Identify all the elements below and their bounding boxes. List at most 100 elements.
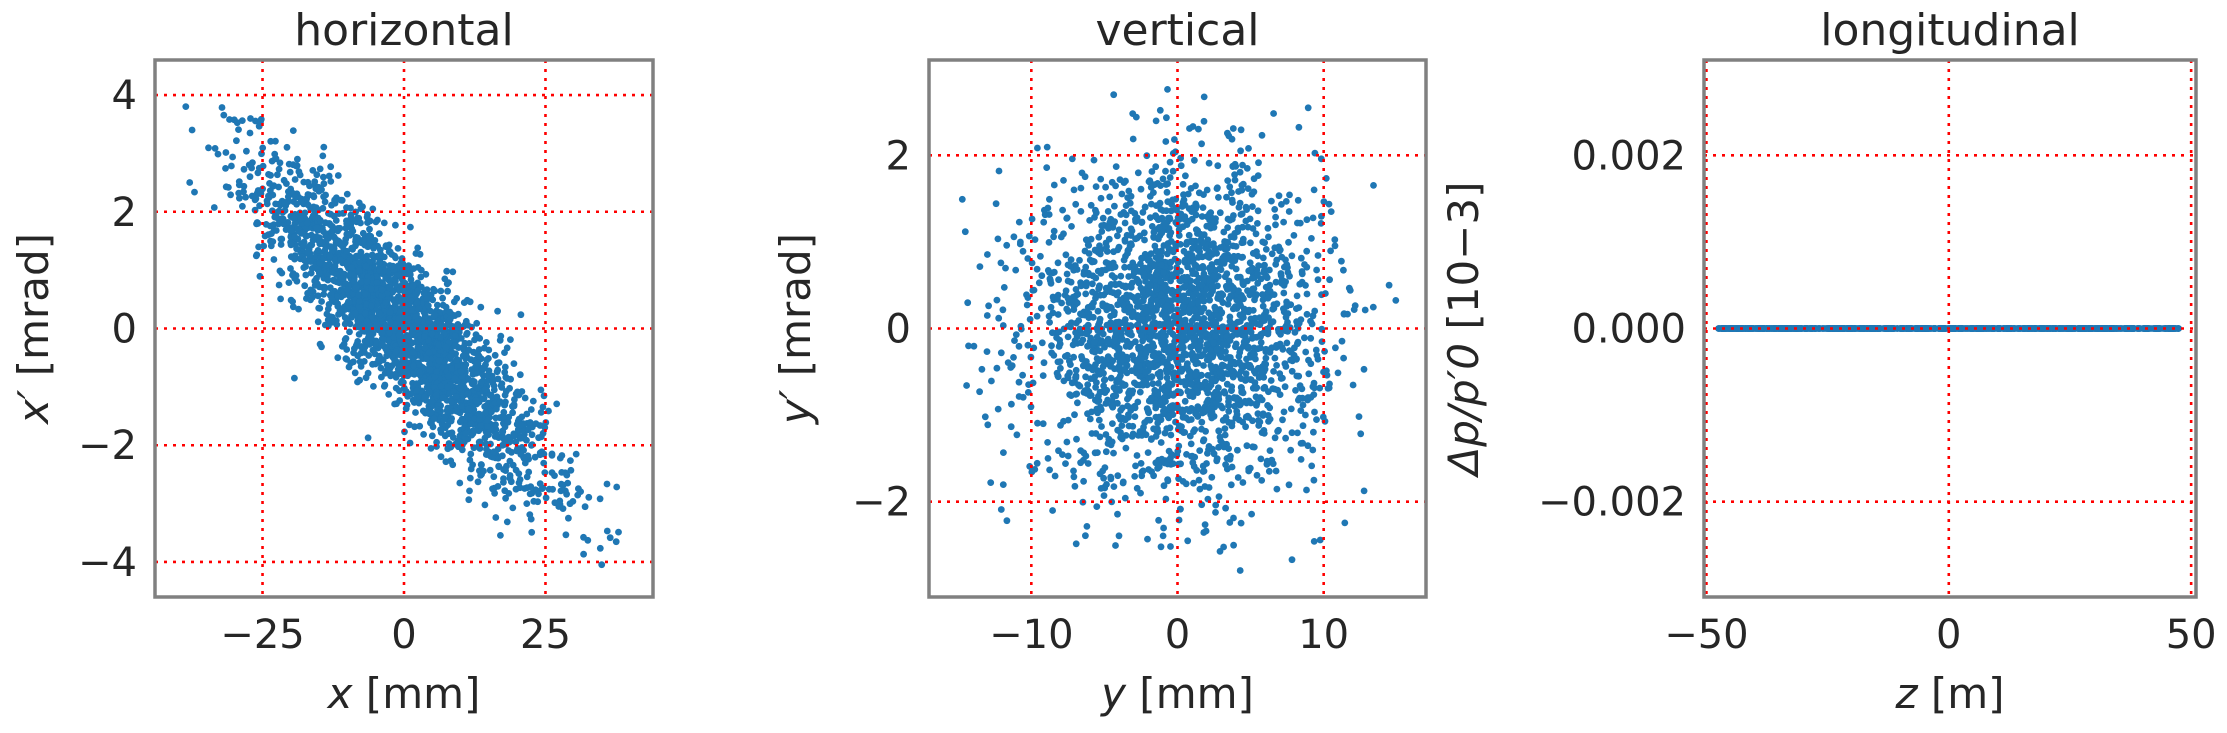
data-point [343,220,351,227]
data-point [1088,408,1095,416]
data-point [492,421,499,429]
data-point [1139,209,1147,216]
data-point [1341,519,1349,527]
data-point [1033,265,1041,273]
data-point [453,295,461,302]
data-point [1259,238,1267,246]
data-point [1155,235,1162,243]
data-point [309,288,317,296]
data-point [331,197,339,205]
data-point [1153,332,1161,340]
data-point [304,289,311,297]
data-point [1308,235,1315,242]
data-point [1275,192,1283,200]
data-point [444,372,452,380]
data-point [300,264,308,271]
data-point [259,144,267,152]
data-point [1314,276,1322,284]
data-point [1094,307,1102,315]
data-point [447,417,455,425]
data-point [1048,342,1055,350]
data-point [490,473,498,481]
y-tick-label: −2 [78,423,137,469]
data-point [409,349,417,356]
data-point [314,247,322,254]
data-point [236,194,243,202]
data-point [441,413,449,421]
data-point [1110,449,1117,457]
data-point [454,437,462,445]
data-point [1015,378,1023,386]
data-point [1121,366,1129,374]
data-point [1162,167,1169,175]
data-point [1244,412,1252,420]
data-point [1046,195,1053,203]
data-point [386,284,394,292]
data-point [1313,266,1320,274]
data-point [581,503,589,511]
data-point [294,155,301,163]
data-point [356,358,364,366]
data-point [509,504,517,512]
data-point [1271,434,1279,442]
data-point [1096,318,1103,326]
data-point [253,219,261,226]
data-point [421,378,429,385]
data-point [1068,223,1075,230]
data-point [292,193,299,201]
data-point [240,188,247,196]
data-point [1220,543,1227,551]
data-point [412,250,420,257]
data-point [1273,300,1281,308]
data-point [1162,138,1170,145]
data-point [1179,408,1186,416]
data-point [343,259,351,267]
data-point [492,514,500,521]
data-point [320,143,328,151]
data-point [313,171,321,179]
data-point [476,411,484,418]
data-point [446,308,454,316]
data-point [343,247,351,255]
data-point [1152,459,1160,467]
data-point [492,414,500,422]
data-point [1163,114,1170,122]
data-point [186,179,194,186]
data-point [1139,467,1147,475]
data-point [1249,285,1257,293]
data-point [1056,340,1064,348]
data-point [1208,375,1216,383]
data-point [1132,113,1140,121]
data-point [480,344,488,352]
data-point [246,173,254,181]
data-point [387,370,395,378]
data-point [290,215,298,222]
data-point [291,176,299,183]
data-point [1072,366,1080,374]
x-tick-label: −25 [220,612,304,658]
data-point [1089,280,1096,288]
data-point [368,302,375,310]
data-point [275,165,283,173]
data-point [346,328,353,336]
data-point [228,162,235,170]
data-point [452,342,459,350]
data-point [1082,263,1090,271]
data-point [413,387,421,394]
data-point [988,377,995,385]
data-point [1286,272,1293,280]
data-point [526,419,534,426]
data-point [534,498,542,506]
data-point [501,487,509,495]
data-point [337,256,345,264]
data-point [1273,485,1281,493]
data-point [278,269,286,277]
data-point [1132,462,1139,470]
data-point [376,259,383,267]
data-point [321,198,329,206]
data-point [506,472,514,479]
data-point [434,301,441,309]
data-point [1287,405,1295,413]
data-point [1157,261,1165,269]
